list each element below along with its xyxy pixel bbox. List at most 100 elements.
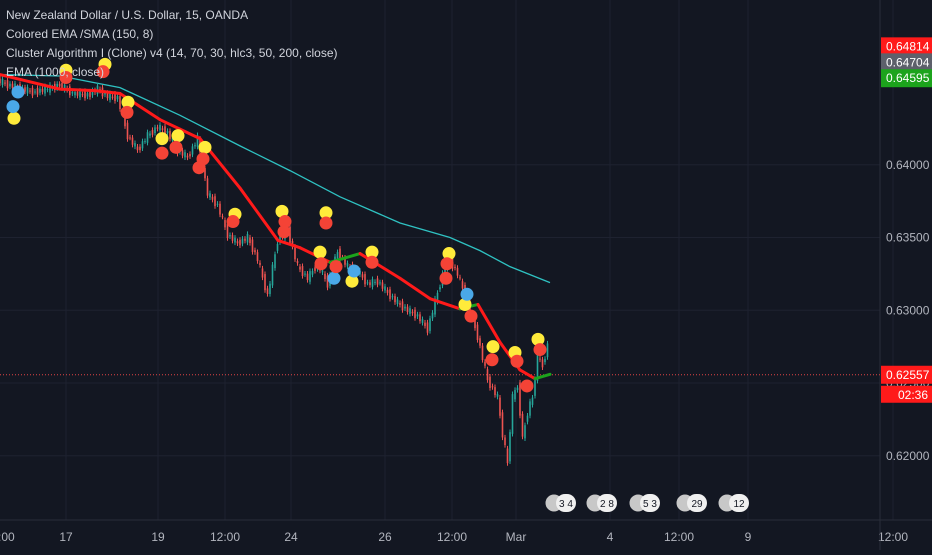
- candle-body: [239, 239, 241, 246]
- candle-body: [384, 286, 386, 291]
- candle-body: [426, 322, 429, 333]
- candle-body: [399, 303, 401, 305]
- candle-body: [444, 267, 446, 273]
- indicator-ema-1000[interactable]: EMA (1000, close): [6, 65, 105, 79]
- candle-body: [249, 237, 251, 243]
- signal-dot-yellow: [155, 132, 169, 146]
- candle-body: [234, 237, 236, 243]
- event-badge: 29: [675, 493, 707, 513]
- price-tag-label: 0.64814: [886, 39, 930, 53]
- candle-body: [276, 243, 279, 251]
- candle-body: [204, 167, 206, 179]
- candle-body: [509, 432, 511, 462]
- candle-body: [151, 130, 154, 135]
- candle-body: [521, 413, 524, 437]
- candle-body: [41, 88, 44, 92]
- event-badge: 5 3: [628, 493, 660, 513]
- countdown-box: [881, 385, 932, 403]
- candle-body: [256, 252, 259, 262]
- candle-body: [371, 279, 374, 287]
- candle-body: [109, 93, 111, 100]
- candle-body: [396, 299, 399, 304]
- candle-body: [6, 80, 9, 89]
- signal-dot-red: [120, 105, 134, 119]
- price-tag-box: [881, 53, 932, 72]
- candle-body: [474, 319, 476, 329]
- candle-body: [141, 141, 144, 149]
- candle-body: [231, 235, 234, 241]
- y-tick-label: 0.62000: [886, 449, 930, 463]
- candle-body: [91, 90, 94, 96]
- price-tag-box: [881, 37, 932, 56]
- candle-body: [544, 358, 546, 363]
- signal-dot-red: [464, 309, 478, 323]
- colored-ema-segment: [358, 252, 402, 280]
- candle-body: [271, 264, 274, 286]
- candle-body: [156, 127, 159, 129]
- candle-body: [124, 116, 126, 127]
- candle-body: [514, 390, 516, 400]
- candle-body: [501, 412, 504, 438]
- signal-dot-blue: [347, 264, 361, 278]
- candle-body: [456, 267, 459, 276]
- candle-body: [439, 287, 441, 290]
- candle-body: [254, 250, 256, 253]
- indicator-colored-ema[interactable]: Colored EMA /SMA (150, 8): [6, 27, 154, 41]
- signal-dot-red: [314, 257, 328, 271]
- candle-body: [186, 155, 189, 158]
- signal-dot-blue: [11, 85, 25, 99]
- candle-body: [486, 369, 489, 381]
- y-tick-label: 0.63000: [886, 303, 930, 317]
- candle-body: [154, 127, 156, 134]
- candle-body: [454, 266, 456, 268]
- candle-body: [114, 93, 116, 101]
- signal-dot-red: [169, 140, 183, 154]
- signal-dot-yellow: [275, 204, 289, 218]
- signal-dot-yellow: [121, 95, 135, 109]
- signal-dot-red: [485, 353, 499, 367]
- candle-body: [391, 296, 394, 298]
- indicator-cluster-algorithm[interactable]: Cluster Algorithm I (Clone) v4 (14, 70, …: [6, 46, 338, 60]
- candle-body: [11, 83, 14, 88]
- colored-ema-segment: [518, 368, 537, 381]
- signal-dot-red: [59, 70, 73, 84]
- candle-body: [144, 141, 146, 143]
- candle-body: [309, 271, 311, 282]
- price-tag-label: 0.64595: [886, 71, 930, 85]
- candle-body: [134, 143, 136, 147]
- candle-body: [9, 83, 11, 87]
- candle-body: [476, 324, 479, 340]
- colored-ema-segment: [476, 302, 502, 344]
- candle-body: [344, 257, 346, 265]
- price-tag: 0.62557: [881, 365, 932, 384]
- signal-dot-red: [440, 257, 454, 271]
- candle-body: [431, 312, 434, 319]
- signal-dot-yellow: [313, 245, 327, 259]
- y-tick-label: 0.64000: [886, 158, 930, 172]
- x-tick-label: 12:00: [210, 530, 240, 544]
- colored-ema-segment: [398, 276, 432, 301]
- badge-count: 29: [691, 499, 703, 510]
- candle-body: [489, 376, 491, 388]
- signal-dot-yellow: [365, 245, 379, 259]
- candle-body: [304, 273, 306, 275]
- candle-body: [191, 146, 194, 155]
- signal-dot-blue: [460, 287, 474, 301]
- signal-dot-red: [520, 379, 534, 393]
- candle-body: [506, 448, 509, 464]
- candle-body: [146, 132, 149, 143]
- colored-ema-segment: [58, 87, 97, 93]
- symbol-title[interactable]: New Zealand Dollar / U.S. Dollar, 15, OA…: [6, 8, 249, 22]
- candle-body: [499, 397, 501, 416]
- candle-body: [504, 437, 506, 446]
- candle-body: [34, 91, 36, 93]
- candle-body: [221, 216, 224, 218]
- candle-body: [161, 128, 164, 130]
- candle-body: [496, 394, 499, 397]
- candle-body: [324, 273, 326, 280]
- candle-body: [299, 266, 301, 270]
- candle-body: [364, 274, 366, 285]
